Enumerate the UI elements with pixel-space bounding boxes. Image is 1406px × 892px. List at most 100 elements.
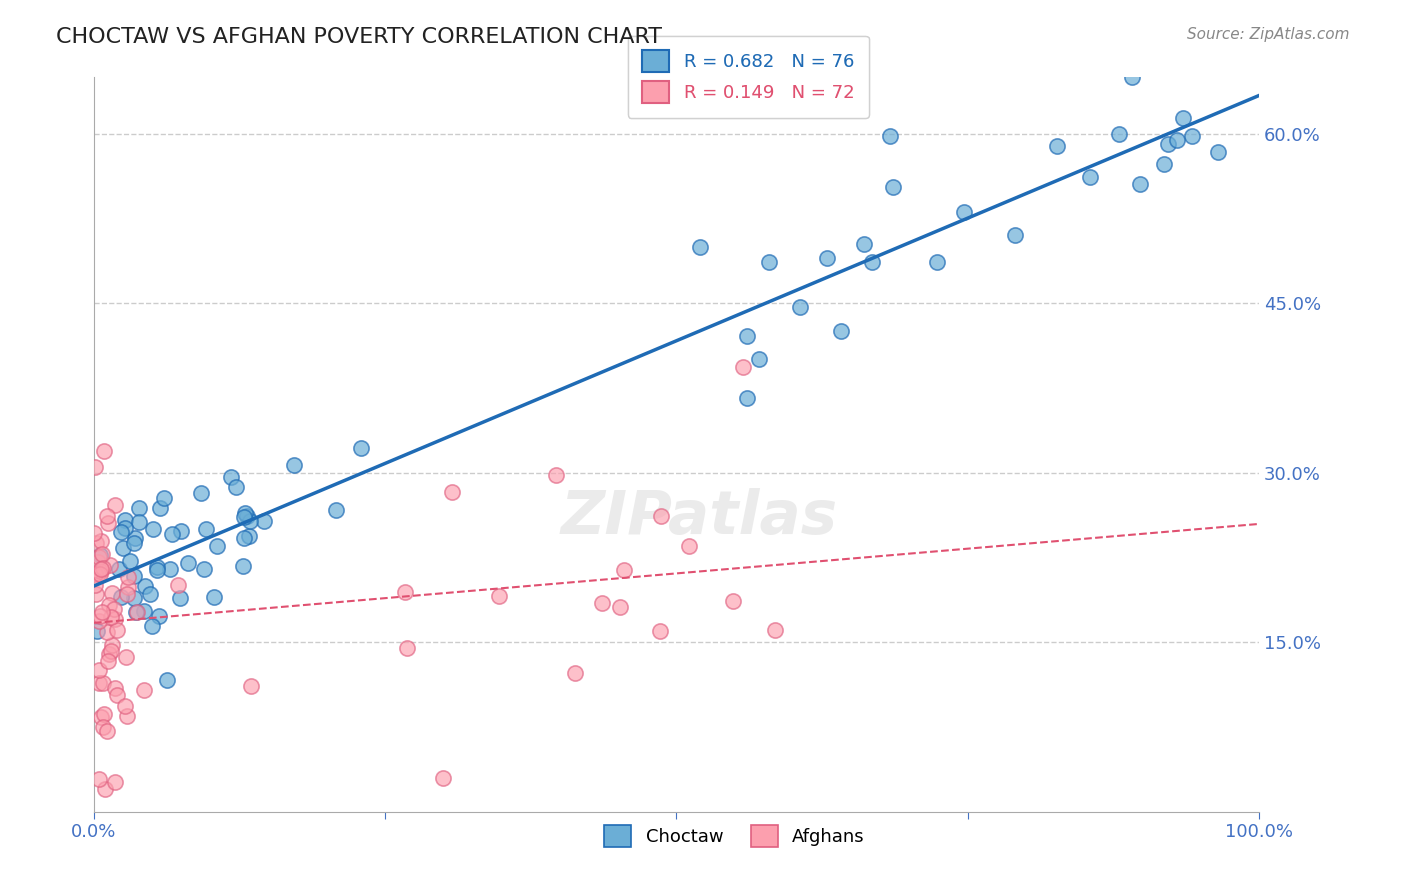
Point — [205, 540, 228, 554]
Point — [440, 485, 463, 500]
Point — [219, 469, 242, 483]
Point — [731, 360, 754, 375]
Point — [128, 501, 150, 516]
Point — [139, 587, 162, 601]
Point — [98, 558, 121, 573]
Point — [1173, 112, 1195, 126]
Point — [609, 599, 631, 614]
Point — [105, 624, 128, 638]
Point — [758, 255, 780, 269]
Point — [84, 587, 107, 601]
Point — [233, 510, 256, 524]
Point — [283, 458, 305, 473]
Point — [90, 710, 112, 724]
Point — [101, 586, 124, 600]
Point — [86, 624, 108, 638]
Point — [124, 531, 146, 545]
Point — [394, 585, 416, 599]
Point — [678, 539, 700, 553]
Point — [117, 580, 139, 594]
Point — [91, 720, 114, 734]
Point — [650, 508, 672, 523]
Point — [225, 480, 247, 494]
Point — [103, 602, 125, 616]
Point — [100, 610, 122, 624]
Point — [432, 771, 454, 785]
Point — [177, 556, 200, 570]
Point — [1004, 228, 1026, 243]
Point — [1046, 139, 1069, 153]
Point — [721, 594, 744, 608]
Point — [124, 535, 146, 549]
Point — [90, 534, 112, 549]
Point — [128, 515, 150, 529]
Point — [115, 587, 138, 601]
Point — [830, 325, 852, 339]
Point — [146, 563, 169, 577]
Point — [882, 179, 904, 194]
Point — [193, 562, 215, 576]
Point — [114, 699, 136, 714]
Point — [124, 605, 146, 619]
Point — [748, 351, 770, 366]
Point — [114, 521, 136, 535]
Point — [83, 525, 105, 540]
Point — [592, 596, 614, 610]
Point — [1153, 157, 1175, 171]
Point — [90, 562, 112, 576]
Point — [93, 707, 115, 722]
Point — [1181, 129, 1204, 144]
Text: ZIPatlas: ZIPatlas — [561, 489, 838, 548]
Point — [142, 522, 165, 536]
Point — [238, 529, 260, 543]
Point — [87, 614, 110, 628]
Point — [84, 567, 107, 582]
Point — [104, 681, 127, 696]
Point — [240, 679, 263, 693]
Point — [167, 577, 190, 591]
Point — [89, 609, 111, 624]
Point — [100, 644, 122, 658]
Point — [84, 460, 107, 475]
Point — [89, 548, 111, 562]
Point — [735, 329, 758, 343]
Point — [613, 563, 636, 577]
Point — [159, 562, 181, 576]
Point — [153, 491, 176, 505]
Point — [122, 591, 145, 605]
Point — [117, 709, 139, 723]
Point — [148, 608, 170, 623]
Text: CHOCTAW VS AFGHAN POVERTY CORRELATION CHART: CHOCTAW VS AFGHAN POVERTY CORRELATION CH… — [56, 27, 662, 46]
Point — [146, 560, 169, 574]
Point — [156, 673, 179, 688]
Point — [100, 638, 122, 652]
Point — [325, 503, 347, 517]
Point — [232, 559, 254, 574]
Point — [160, 526, 183, 541]
Point — [395, 640, 418, 655]
Point — [860, 255, 883, 269]
Point — [117, 570, 139, 584]
Point — [349, 442, 371, 456]
Point — [87, 663, 110, 677]
Point — [488, 589, 510, 603]
Legend: R = 0.682   N = 76, R = 0.149   N = 72: R = 0.682 N = 76, R = 0.149 N = 72 — [627, 36, 869, 118]
Point — [149, 500, 172, 515]
Point — [108, 562, 131, 576]
Point — [852, 236, 875, 251]
Point — [202, 591, 225, 605]
Point — [953, 205, 976, 219]
Point — [114, 513, 136, 527]
Point — [564, 666, 586, 681]
Point — [93, 561, 115, 575]
Point — [87, 555, 110, 569]
Point — [190, 485, 212, 500]
Point — [96, 509, 118, 524]
Point — [763, 623, 786, 637]
Point — [98, 647, 121, 661]
Point — [96, 723, 118, 738]
Point — [105, 688, 128, 702]
Point — [87, 549, 110, 564]
Point — [125, 605, 148, 619]
Point — [89, 567, 111, 582]
